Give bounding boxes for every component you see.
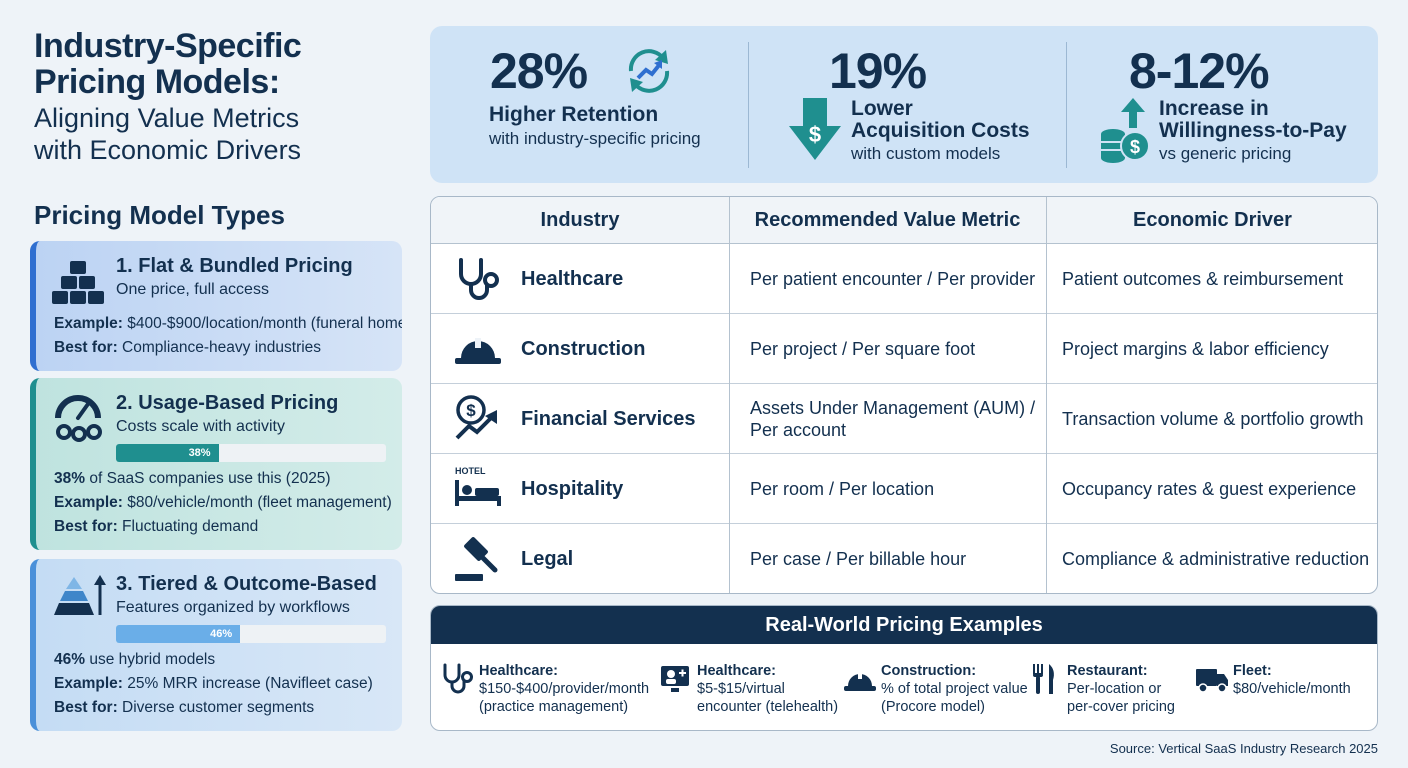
card-best-for: Best for: Fluctuating demand xyxy=(54,518,259,535)
svg-text:$: $ xyxy=(466,401,476,420)
industry-table: Industry Recommended Value Metric Econom… xyxy=(430,196,1378,594)
svg-text:$: $ xyxy=(1130,137,1140,157)
card-example: Example: $80/vehicle/month (fleet manage… xyxy=(54,494,392,511)
row-driver: Transaction volume & portfolio growth xyxy=(1062,408,1364,429)
row-metric: Assets Under Management (AUM) / Per acco… xyxy=(750,398,1036,440)
table-row: Construction Per project / Per square fo… xyxy=(431,314,1377,384)
stat-divider xyxy=(1066,42,1067,168)
row-industry: Healthcare xyxy=(521,267,624,290)
row-driver: Occupancy rates & guest experience xyxy=(1062,478,1357,499)
card-best-for: Best for: Diverse customer segments xyxy=(54,699,315,716)
row-metric: Per project / Per square foot xyxy=(750,339,976,359)
row-driver: Patient outcomes & reimbursement xyxy=(1062,268,1344,289)
row-metric: Per room / Per location xyxy=(750,479,935,499)
table-row: Legal Per case / Per billable hour Compl… xyxy=(431,524,1377,593)
row-metric: Per patient encounter / Per provider xyxy=(750,269,1036,289)
card-example: Example: 25% MRR increase (Navifleet cas… xyxy=(54,675,373,692)
column-header-metric: Recommended Value Metric xyxy=(754,209,1021,231)
row-driver: Project margins & labor efficiency xyxy=(1062,338,1329,359)
stethoscope-icon xyxy=(443,663,473,694)
stat-note: with custom models xyxy=(851,144,1001,163)
svg-text:HOTEL: HOTEL xyxy=(455,466,486,476)
stat-note: vs generic pricing xyxy=(1159,144,1292,163)
source-note: Source: Vertical SaaS Industry Research … xyxy=(1109,741,1378,756)
row-driver: Compliance & administrative reduction xyxy=(1062,548,1370,569)
card-title: 3. Tiered & Outcome-Based xyxy=(116,573,377,595)
stacked-blocks-icon xyxy=(52,261,104,304)
stat-label: Lower Acquisition Costs xyxy=(851,97,1030,142)
tiered-progress-bar: 46% xyxy=(116,625,386,643)
card-example: Example: $400-$900/location/month (funer… xyxy=(54,315,402,332)
stat-acquisition: 19% $ Lower Acquisition Costs with custo… xyxy=(749,26,1067,183)
svg-text:$: $ xyxy=(809,122,821,147)
table-header: Industry Recommended Value Metric Econom… xyxy=(431,197,1377,244)
card-stat: 46% use hybrid models xyxy=(54,651,216,668)
hotel-bed-icon: HOTEL xyxy=(455,466,501,506)
pyramid-arrow-icon xyxy=(54,575,106,615)
row-metric: Per case / Per billable hour xyxy=(750,549,967,569)
example-text: Construction: % of total project value (… xyxy=(881,663,1028,715)
telehealth-screen-icon xyxy=(661,666,689,692)
example-text: Healthcare: $5-$15/virtual encounter (te… xyxy=(697,663,839,715)
column-divider xyxy=(1046,197,1047,593)
gauge-gears-icon xyxy=(55,395,102,442)
card-title: 2. Usage-Based Pricing xyxy=(116,392,339,414)
fork-knife-icon xyxy=(1033,664,1054,694)
table-row: HOTEL Hospitality Per room / Per locatio… xyxy=(431,454,1377,524)
stat-note: with industry-specific pricing xyxy=(489,129,701,148)
stat-divider xyxy=(748,42,749,168)
stat-label: Increase in Willingness-to-Pay xyxy=(1159,97,1347,142)
pricing-card-flat: 1. Flat & Bundled Pricing One price, ful… xyxy=(30,241,402,371)
card-description: Features organized by workflows xyxy=(116,599,350,616)
row-industry: Legal xyxy=(521,547,574,570)
table-row: $ Financial Services Assets Under Manage… xyxy=(431,384,1377,454)
stat-value: 28% xyxy=(490,43,588,99)
stat-value: 19% xyxy=(829,43,927,99)
row-industry: Construction xyxy=(521,337,646,360)
truck-icon xyxy=(1196,669,1228,693)
page-title: Industry-Specific Pricing Models: xyxy=(34,27,302,101)
stat-value: 8-12% xyxy=(1129,43,1270,99)
row-industry: Hospitality xyxy=(521,477,624,500)
example-text: Fleet: $80/vehicle/month xyxy=(1233,663,1351,697)
examples-heading: Real-World Pricing Examples xyxy=(431,606,1377,644)
card-description: Costs scale with activity xyxy=(116,418,285,435)
card-stat: 38% of SaaS companies use this (2025) xyxy=(54,470,331,487)
stat-label: Higher Retention xyxy=(489,103,659,126)
example-text: Restaurant: Per-location or per-cover pr… xyxy=(1067,663,1175,715)
column-header-driver: Economic Driver xyxy=(1133,209,1292,231)
tiered-progress-fill: 46% xyxy=(116,625,241,643)
down-arrow-dollar-icon: $ xyxy=(789,98,841,160)
card-best-for: Best for: Compliance-heavy industries xyxy=(54,339,322,356)
usage-progress-bar: 38% xyxy=(116,444,386,462)
examples-panel: Real-World Pricing Examples Healthcare: … xyxy=(430,605,1378,731)
stats-panel: 28% Higher Retention with industry-speci… xyxy=(430,26,1378,183)
pricing-card-tiered: 3. Tiered & Outcome-Based Features organ… xyxy=(30,559,402,731)
usage-progress-fill: 38% xyxy=(116,444,219,462)
column-header-industry: Industry xyxy=(540,209,620,231)
hard-hat-icon xyxy=(844,672,876,691)
card-title: 1. Flat & Bundled Pricing xyxy=(116,255,353,277)
page-title-block: Industry-Specific Pricing Models: Aligni… xyxy=(34,28,414,166)
row-industry: Financial Services xyxy=(521,407,696,430)
column-divider xyxy=(729,197,730,593)
table-row: Healthcare Per patient encounter / Per p… xyxy=(431,244,1377,314)
pricing-types-heading: Pricing Model Types xyxy=(34,200,285,230)
stat-retention: 28% Higher Retention with industry-speci… xyxy=(430,26,748,183)
refresh-growth-icon xyxy=(628,49,670,93)
coins-up-arrow-icon: $ xyxy=(1101,98,1150,163)
hard-hat-icon xyxy=(455,338,501,364)
pricing-card-usage: 2. Usage-Based Pricing Costs scale with … xyxy=(30,378,402,550)
example-text: Healthcare: $150-$400/provider/month (pr… xyxy=(479,663,650,715)
stat-willingness: 8-12% $ Increase in Willingness-to-Pay v… xyxy=(1067,26,1378,183)
stethoscope-icon xyxy=(459,258,499,300)
page-subtitle: Aligning Value Metrics with Economic Dri… xyxy=(34,103,302,165)
dollar-growth-icon: $ xyxy=(455,395,497,440)
card-description: One price, full access xyxy=(116,281,269,298)
gavel-icon xyxy=(455,537,498,581)
